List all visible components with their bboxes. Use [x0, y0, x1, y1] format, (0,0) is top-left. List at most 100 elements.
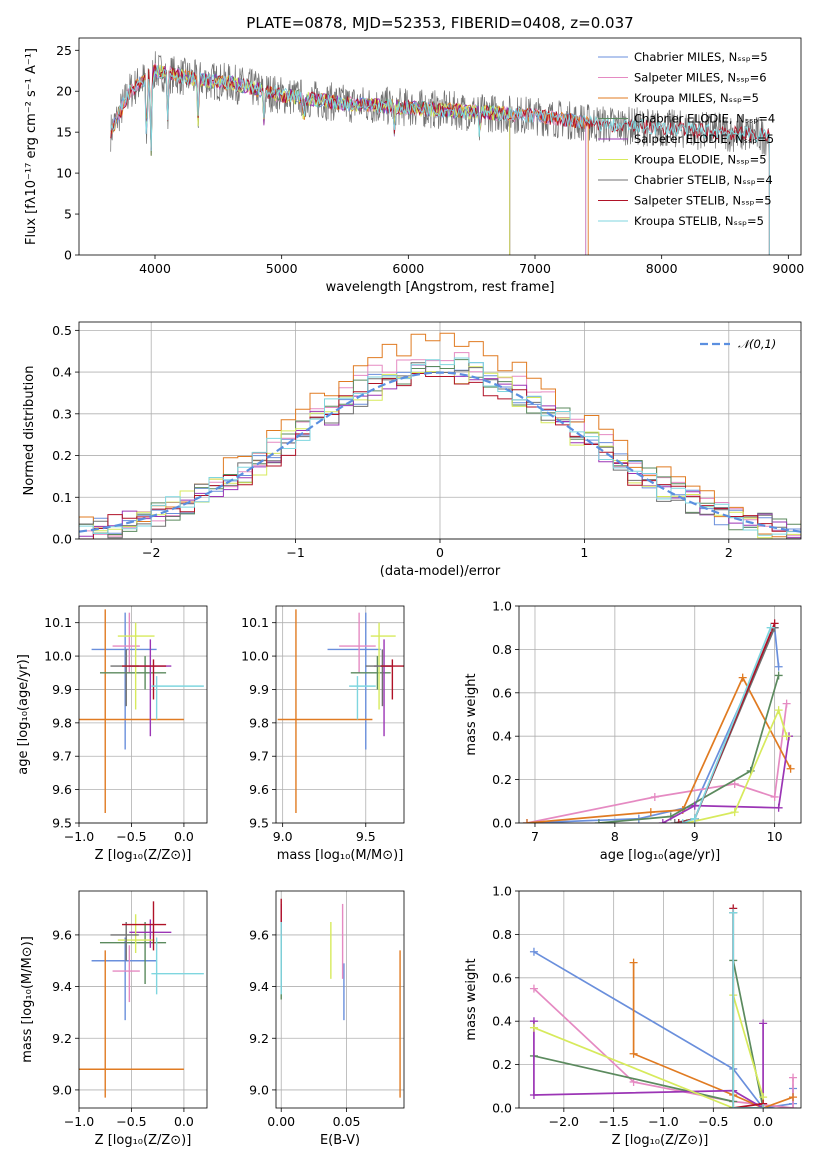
weight_vs_age-point-marker	[690, 814, 699, 823]
spectrum-x-tick-label: 6000	[392, 261, 424, 276]
residuals-legend: 𝒩(0,1)	[700, 337, 776, 351]
weight_vs_age-point-marker	[770, 792, 779, 801]
weight_vs_age-y-tick-label: 1.0	[492, 599, 512, 614]
residuals-gaussian-line	[79, 371, 801, 533]
weight_vs_Z-point-marker	[529, 1090, 538, 1099]
age_vs_mass-y-tick-label: 9.5	[249, 816, 269, 831]
weight_vs_age-series-line	[526, 703, 788, 823]
residuals-histogram-line	[79, 373, 801, 539]
spectrum-y-tick-label: 20	[56, 84, 72, 99]
age_vs_mass-axes: 9.0 9.5 9.5 9.6 9.7 9.8 9.9 10.0 10.1 mass [log₁₀…	[241, 606, 404, 863]
weight_vs_Z-point-marker	[629, 1049, 638, 1058]
weight_vs_Z-frame	[518, 890, 802, 1109]
spectrum-series-line	[110, 62, 587, 255]
weight_vs_age-x-tick-label: 9	[691, 829, 699, 844]
weight_vs_Z-point-marker	[789, 1104, 798, 1108]
weight_vs_age-x-tick-label: 10	[767, 829, 783, 844]
spectrum-x-tick-label: 9000	[772, 261, 804, 276]
weight_vs_age-point-marker	[774, 671, 783, 680]
weight_vs_age-point-marker	[674, 819, 683, 823]
weight_vs_age-point-marker	[782, 699, 791, 708]
weight_vs_age-point-marker	[658, 819, 667, 823]
weight_vs_Z-point-marker	[729, 908, 738, 917]
weight_vs_age-point-marker	[678, 819, 687, 823]
residuals-legend-label: 𝒩(0,1)	[738, 337, 776, 351]
mass_vs_ebv-y-tick-label: 9.6	[249, 927, 269, 942]
mass_vs_ebv-errorbars	[280, 898, 401, 1098]
weight_vs_age-frame	[518, 605, 802, 824]
weight_vs_Z-lines	[529, 904, 798, 1108]
weight_vs_Z-x-axis-label: Z [log₁₀(Z/Z⊙)]	[612, 1133, 709, 1148]
residuals-y-tick-label: 0.1	[52, 490, 72, 505]
weight_vs_age-y-axis-label: mass weight	[464, 673, 479, 755]
age_vs_mass-y-tick-label: 9.8	[249, 715, 269, 730]
spectrum-legend-label: Salpeter ELODIE, Nₛₛₚ=5	[634, 132, 774, 146]
spectrum-legend: Chabrier MILES, Nₛₛₚ=5 Salpeter MILES, Nₛ…	[598, 50, 775, 228]
residuals-histograms	[79, 332, 801, 539]
mass_vs_ebv-axes: 0.00 0.05 9.0 9.2 9.4 9.6 E(B-V)	[249, 891, 404, 1148]
weight_vs_Z-point-marker	[529, 947, 538, 956]
spectrum-x-tick-label: 5000	[266, 261, 298, 276]
weight_vs_age-series-line	[682, 627, 772, 823]
mass_vs_ebv-x-tick-label: 0.05	[333, 1114, 361, 1129]
weight_vs_Z-point-marker	[529, 984, 538, 993]
spectrum-legend-label: Kroupa ELODIE, Nₛₛₚ=5	[634, 153, 767, 167]
age_vs_Z-x-tick-label: −1.0	[64, 829, 94, 844]
residuals-x-tick-label: 2	[725, 545, 733, 560]
weight_vs_age-series-line	[598, 675, 780, 823]
spectrum-y-tick-label: 25	[56, 43, 72, 58]
weight_vs_age-point-marker	[774, 662, 783, 671]
weight_vs_Z-point-marker	[789, 1073, 798, 1082]
age_vs_Z-y-tick-label: 9.5	[52, 816, 72, 831]
weight_vs_age-point-marker	[766, 623, 775, 632]
weight_vs_age-lines	[522, 619, 795, 823]
weight_vs_Z-y-tick-label: 0.2	[492, 1057, 512, 1072]
weight_vs_age-point-marker	[650, 792, 659, 801]
spectrum-x-tick-label: 7000	[519, 261, 551, 276]
weight_vs_Z-y-tick-label: 0.0	[492, 1101, 512, 1116]
mass_vs_Z-x-tick-label: 0.0	[174, 1114, 194, 1129]
spectrum-axes: 4000 5000 6000 7000 8000 9000 0 5 10 15 20 25 wavele…	[24, 43, 804, 295]
weight_vs_age-point-marker	[730, 779, 739, 788]
weight_vs_Z-x-tick-label: −0.5	[698, 1114, 728, 1129]
residuals-x-axis-label: (data-model)/error	[380, 564, 501, 579]
spectrum-frame	[78, 37, 802, 256]
spectrum-legend-label: Kroupa STELIB, Nₛₛₚ=5	[634, 214, 764, 228]
residuals-histogram-line	[79, 357, 801, 539]
age_vs_mass-x-tick-label: 9.5	[356, 829, 376, 844]
weight_vs_age-point-marker	[782, 732, 791, 741]
weight_vs_age-series-line	[686, 707, 788, 823]
age_vs_mass-x-tick-label: 9.0	[273, 829, 293, 844]
age_vs_Z-axes: −1.0 −0.5 0.0 9.5 9.6 9.7 9.8 9.9 10.0 10.1 Z [log…	[16, 606, 207, 863]
weight_vs_Z-y-tick-label: 0.8	[492, 927, 512, 942]
spectrum-y-tick-label: 10	[56, 166, 72, 181]
weight_vs_Z-x-tick-label: −1.0	[648, 1114, 678, 1129]
spectrum-y-tick-label: 5	[64, 207, 72, 222]
spectrum-x-tick-label: 4000	[139, 261, 171, 276]
residuals-y-tick-label: 0.4	[52, 365, 72, 380]
mass_vs_Z-y-axis-label: mass [log₁₀(M/M⊙)]	[20, 936, 35, 1063]
residuals-y-tick-label: 0.2	[52, 448, 72, 463]
weight_vs_Z-point-marker	[629, 958, 638, 967]
spectrum-legend-label: Chabrier STELIB, Nₛₛₚ=4	[634, 173, 773, 187]
age_vs_Z-x-axis-label: Z [log₁₀(Z/Z⊙)]	[95, 848, 192, 863]
age_vs_mass-x-axis-label: mass [log₁₀(M/M⊙)]	[277, 848, 404, 863]
age_vs_mass-errorbars	[277, 609, 404, 813]
residuals-axes: −2 −1 0 1 2 0.0 0.1 0.2 0.3 0.4 0.5 (data-model)/er…	[22, 322, 801, 579]
spectrum-legend-label: Salpeter STELIB, Nₛₛₚ=5	[634, 194, 772, 208]
age_vs_Z-y-tick-label: 10.0	[44, 649, 72, 664]
weight_vs_age-point-marker	[522, 819, 531, 823]
mass_vs_Z-y-tick-label: 9.4	[52, 979, 72, 994]
spectrum-series-line	[110, 65, 770, 255]
residuals-x-tick-label: −1	[286, 545, 304, 560]
weight_vs_Z-x-tick-label: −1.5	[598, 1114, 628, 1129]
weight_vs_Z-y-axis-label: mass weight	[464, 958, 479, 1040]
spectrum-legend-label: Chabrier MILES, Nₛₛₚ=5	[634, 50, 768, 64]
weight_vs_age-y-tick-label: 0.6	[492, 685, 512, 700]
residuals-x-tick-label: −2	[142, 545, 160, 560]
weight_vs_age-x-tick-label: 7	[531, 829, 539, 844]
age_vs_Z-y-tick-label: 10.1	[44, 615, 72, 630]
weight_vs_Z-series-line	[732, 912, 764, 1108]
age_vs_Z-y-tick-label: 9.8	[52, 715, 72, 730]
